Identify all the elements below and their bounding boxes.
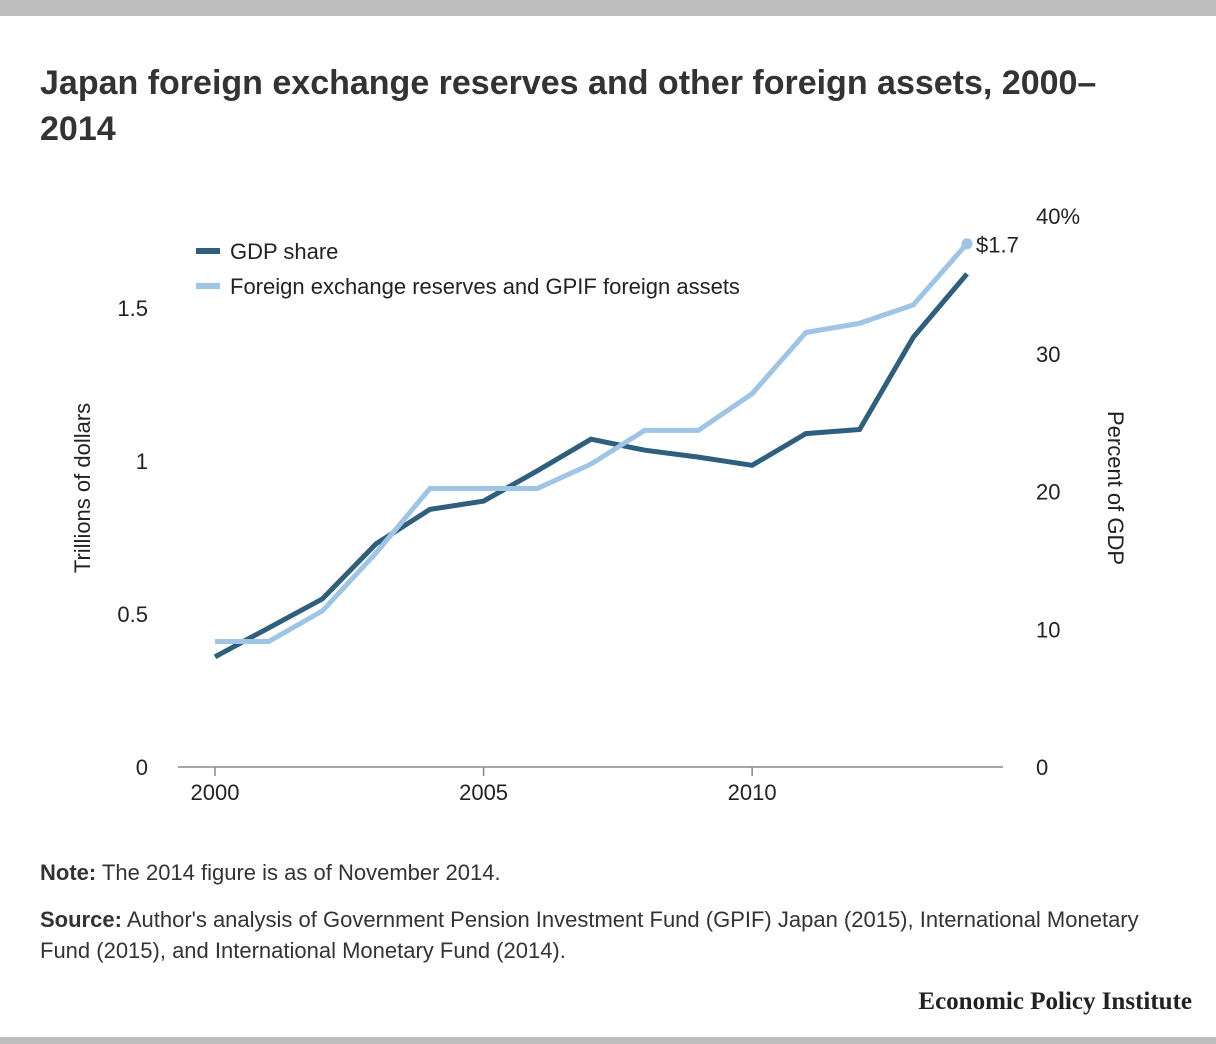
brand-logo-text: Economic Policy Institute <box>918 988 1192 1015</box>
end-point-label: $1.7 <box>976 233 1019 258</box>
chart-source: Source: Author's analysis of Government … <box>40 904 1180 966</box>
bottom-border-bar <box>0 1037 1216 1044</box>
note-text: The 2014 figure is as of November 2014. <box>96 860 501 885</box>
y-left-tick-label: 0 <box>136 755 148 780</box>
axis-labels-layer: Trillions of dollars Percent of GDP <box>70 403 1128 573</box>
legend-label: GDP share <box>230 239 338 264</box>
note-label: Note: <box>40 860 97 885</box>
top-border-bar <box>0 0 1216 16</box>
y-left-tick-label: 1 <box>136 449 148 474</box>
source-label: Source: <box>40 907 122 932</box>
end-point-marker <box>961 238 973 250</box>
chart-note: Note: The 2014 figure is as of November … <box>40 858 1180 888</box>
y-right-tick-label: 30 <box>1036 342 1060 367</box>
x-tick-label: 2000 <box>191 780 240 805</box>
y-right-tick-label: 10 <box>1036 617 1060 642</box>
source-text: Author's analysis of Government Pension … <box>40 907 1139 963</box>
y-left-axis-label: Trillions of dollars <box>70 403 95 573</box>
axes-layer: 2000 2005 2010 0 0.5 1 1.5 0 10 20 30 40% <box>117 204 1080 805</box>
y-right-tick-label: 0 <box>1036 755 1048 780</box>
y-right-tick-label: 20 <box>1036 480 1060 505</box>
x-tick-label: 2005 <box>459 780 508 805</box>
chart-title: Japan foreign exchange reserves and othe… <box>40 64 1097 148</box>
y-right-tick-label: 40% <box>1036 204 1080 229</box>
legend-label: Foreign exchange reserves and GPIF forei… <box>230 274 740 299</box>
legend: GDP share Foreign exchange reserves and G… <box>196 239 740 299</box>
reserves-assets-line <box>215 242 969 644</box>
y-left-tick-label: 1.5 <box>117 296 148 321</box>
gdp-share-line <box>213 272 969 660</box>
y-right-axis-label: Percent of GDP <box>1103 411 1128 565</box>
series-lines-layer: $1.7 <box>213 233 1019 660</box>
x-tick-label: 2010 <box>728 780 777 805</box>
y-left-tick-label: 0.5 <box>117 602 148 627</box>
